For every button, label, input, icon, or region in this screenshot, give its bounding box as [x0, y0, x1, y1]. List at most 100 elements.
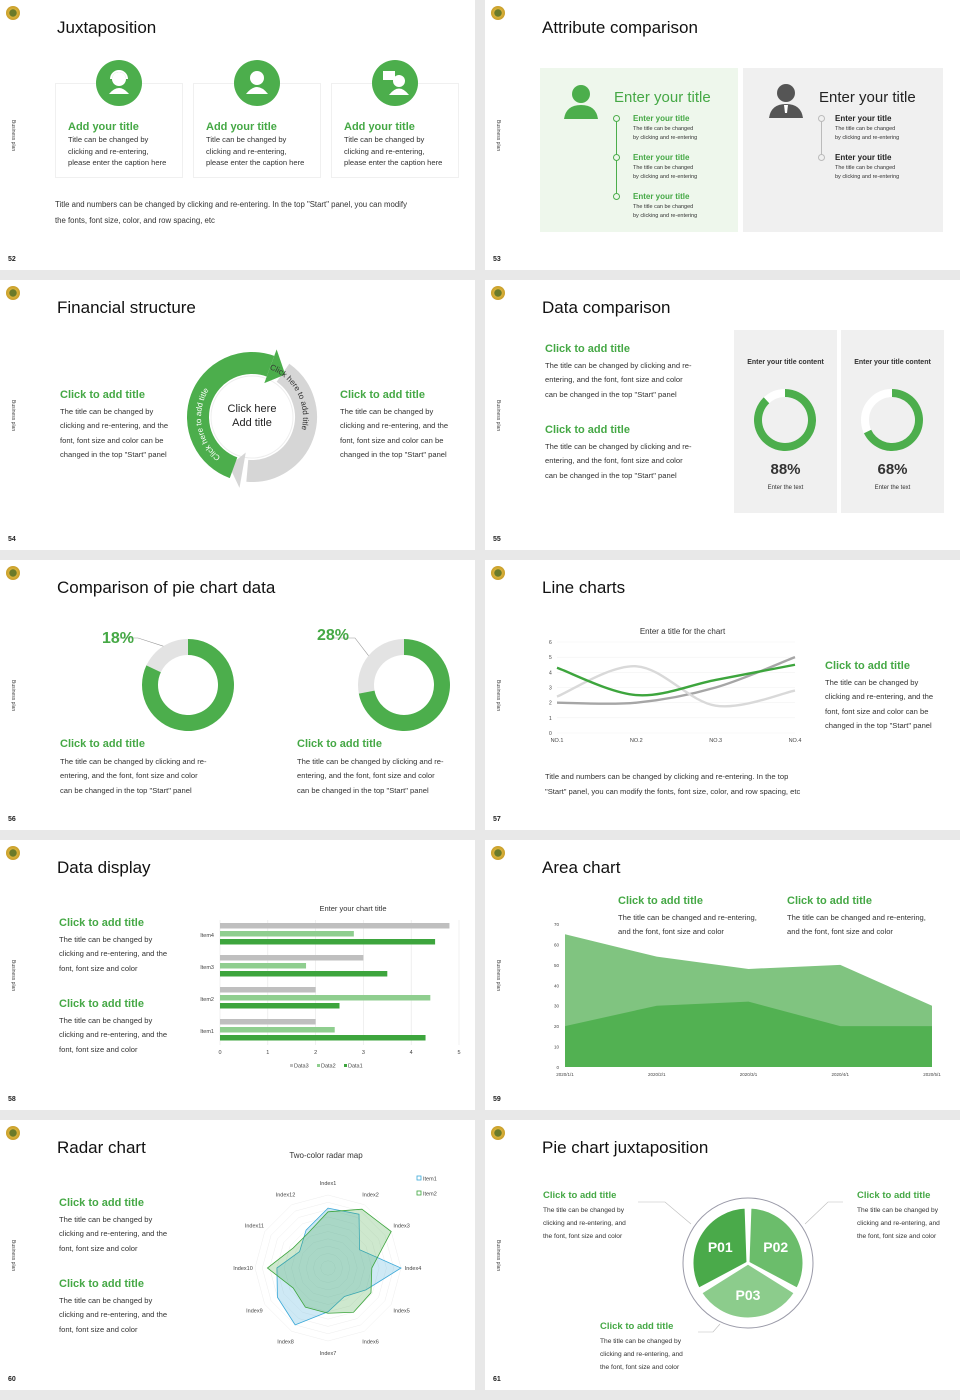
timeline-dot — [613, 154, 620, 161]
axis-label: Index12 — [276, 1192, 296, 1198]
logo-icon — [6, 6, 20, 20]
x-tick-label: 2020/1/1 — [556, 1072, 574, 1077]
legend-label: Data1 — [348, 1064, 363, 1070]
page-number: 57 — [493, 816, 501, 823]
area-series — [565, 1001, 932, 1067]
radar-chart: Index1 Index2 Index3 Index4 Index5 Index6 Inde… — [233, 1175, 437, 1357]
side-label: Business plan — [10, 960, 16, 992]
radar-grid — [298, 1238, 358, 1298]
category-label: Item3 — [200, 965, 214, 971]
card-value: 68% — [877, 461, 908, 478]
item-text: The title can be changed by clicking and… — [633, 126, 698, 141]
bar — [220, 963, 307, 969]
donut-charts — [754, 389, 923, 451]
slide-52[interactable]: Juxtaposition Add your title Add your ti… — [0, 0, 475, 270]
page-number: 58 — [8, 1096, 16, 1103]
center-title[interactable]: Click here Add title — [227, 403, 277, 429]
leader-line — [116, 637, 164, 647]
item-text: The title can be changed by clicking and… — [633, 204, 698, 219]
timeline-dot — [613, 115, 620, 122]
block-text: The title can be changed and re-entering… — [618, 913, 757, 937]
slide-53[interactable]: Attribute comparison Enter your title En… — [485, 0, 960, 270]
radar-grid — [262, 1202, 394, 1334]
axis-label: Index5 — [393, 1309, 410, 1315]
stat-card — [841, 330, 944, 513]
side-label: Business plan — [495, 680, 501, 712]
y-tick-label: 10 — [554, 1045, 560, 1050]
slide-54[interactable]: Financial structure Click to add title T… — [0, 280, 475, 550]
page-number: 59 — [493, 1096, 501, 1103]
legend-label: Data2 — [321, 1064, 336, 1070]
series-line — [556, 656, 796, 705]
bar — [220, 955, 364, 961]
block-title: Click to add title — [297, 738, 382, 750]
pie-fill — [142, 639, 234, 731]
page-number: 61 — [493, 1376, 501, 1383]
bar-chart: 0 1 2 3 4 5 Item4 Item3 Item2 Item1 Data3 Data2 Data… — [200, 920, 461, 1070]
block-text: The title can be changed by clicking and… — [59, 1296, 168, 1334]
panel-heading: Enter your title — [819, 89, 916, 106]
bar — [220, 1027, 335, 1033]
legend-swatch — [416, 1175, 422, 1181]
segment-label: P03 — [736, 1287, 761, 1303]
slide-60[interactable]: Radar chart Click to add title The title… — [0, 1120, 475, 1390]
slide-title: Comparison of pie chart data — [57, 578, 276, 597]
slide-59[interactable]: Area chart 0 10 20 30 40 50 60 70 2020/1/1 2020/2… — [485, 840, 960, 1110]
y-tick-label: 60 — [554, 942, 560, 947]
bar — [220, 987, 316, 993]
series-line — [556, 665, 796, 708]
slide-61[interactable]: Pie chart juxtaposition Click to add tit… — [485, 1120, 960, 1390]
pie-segment — [698, 1261, 798, 1321]
block-text: The title can be changed by clicking and… — [297, 757, 444, 795]
legend-swatch — [317, 1064, 320, 1067]
bar — [220, 931, 354, 937]
slide-58[interactable]: Data display Click to add title The titl… — [0, 840, 475, 1110]
donut-fill — [754, 389, 816, 451]
x-tick-label: 4 — [410, 1050, 413, 1056]
slide-title: Attribute comparison — [542, 18, 698, 37]
block-text: The title can be changed and re-entering… — [787, 913, 926, 937]
bar — [220, 1035, 426, 1041]
slide-56[interactable]: Comparison of pie chart data 18% 28% Cli… — [0, 560, 475, 830]
slide-55[interactable]: Data comparison Click to add title The t… — [485, 280, 960, 550]
radar-grid — [320, 1260, 336, 1276]
block-title: Click to add title — [59, 998, 144, 1010]
pie-rest — [146, 639, 188, 673]
item-title: Enter your title — [835, 153, 892, 162]
timeline-dot — [613, 193, 620, 200]
side-label: Business plan — [495, 960, 501, 992]
axis-label: Index1 — [320, 1181, 337, 1187]
y-tick-label: 40 — [554, 983, 560, 988]
pie-segment — [746, 1205, 806, 1292]
radar-grid — [305, 1245, 351, 1291]
timeline-dot — [818, 115, 825, 122]
block-title: Click to add title — [825, 660, 910, 672]
green-arrowhead — [264, 349, 286, 384]
gray-arrowhead — [229, 452, 246, 488]
x-tick-label: 2020/5/1 — [923, 1072, 941, 1077]
block-title: Click to add title — [60, 738, 145, 750]
block-text: The title can be changed by clicking and… — [59, 1016, 168, 1054]
slide-title: Data comparison — [542, 298, 671, 317]
legend-label: Item1 — [423, 1177, 437, 1183]
card-title: Add your title — [206, 121, 277, 133]
radar-grid — [269, 1209, 387, 1327]
card-text: Title can be changed by clicking and re-… — [68, 135, 167, 167]
page-number: 55 — [493, 536, 501, 543]
axis-label: Index3 — [393, 1224, 410, 1230]
chart-title: Enter a title for the chart — [639, 627, 726, 636]
side-label: Business plan — [10, 120, 16, 152]
item-title: Enter your title — [633, 114, 690, 123]
block-title: Click to add title — [543, 1190, 617, 1201]
x-tick-label: 5 — [457, 1050, 460, 1056]
page-number: 53 — [493, 256, 501, 263]
category-label: Item4 — [200, 933, 214, 939]
card-text: Title can be changed by clicking and re-… — [206, 135, 305, 167]
series-line — [556, 663, 796, 697]
block-title: Click to add title — [60, 389, 145, 401]
side-label: Business plan — [495, 400, 501, 432]
bar — [220, 971, 388, 977]
block-title: Click to add title — [59, 1278, 144, 1290]
slide-57[interactable]: Line charts Enter a title for the chart … — [485, 560, 960, 830]
legend-swatch — [290, 1064, 293, 1067]
